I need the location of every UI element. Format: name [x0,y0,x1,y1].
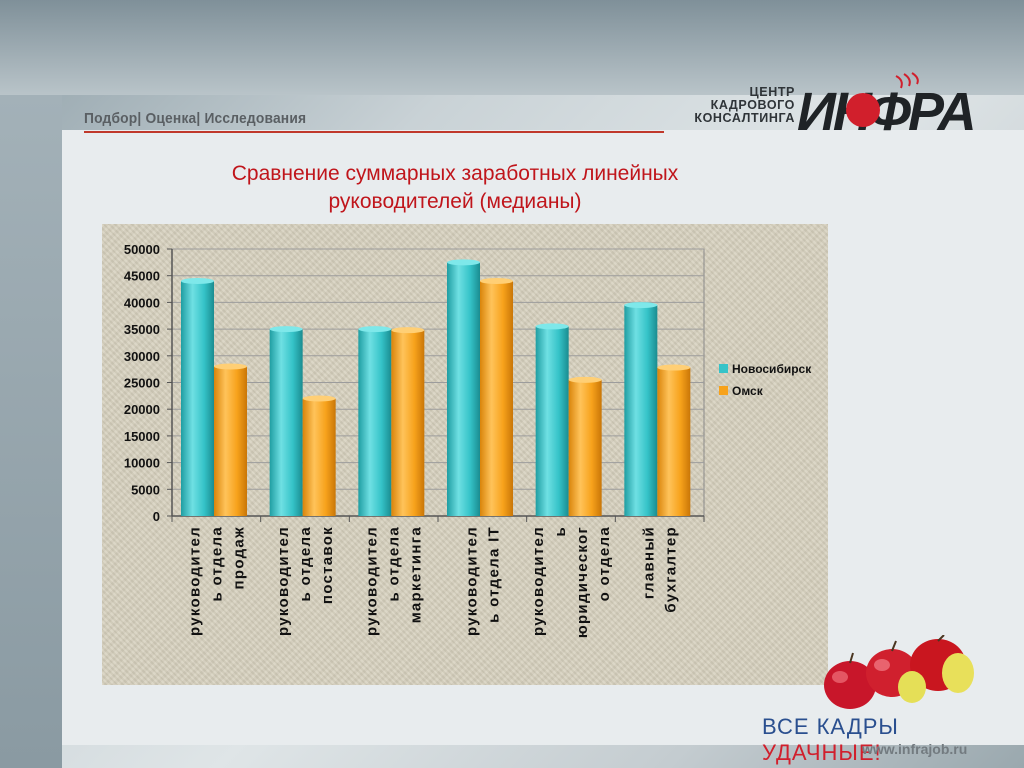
bar-top [624,302,658,309]
bar-series2 [657,367,691,516]
x-category-label: руководител [186,526,203,636]
left-band [0,95,62,768]
y-tick-label: 15000 [124,429,160,444]
bar-top [391,327,425,334]
slide-title: Сравнение суммарных заработных линейных … [150,160,760,216]
x-category-label: ь отдела [297,526,314,601]
bar-series1 [447,262,480,516]
company-logo: ЦЕНТР КАДРОВОГО КОНСАЛТИНГА ИНФРА [660,72,990,152]
y-tick-label: 5000 [131,482,160,497]
y-tick-label: 20000 [124,402,160,417]
logo-line1: ЦЕНТР [749,85,795,99]
x-category-label: руководител [275,526,292,636]
logo-line2: КАДРОВОГО [710,98,795,112]
bar-series1 [535,326,569,516]
x-category-label: поставок [319,526,336,604]
header-band [0,0,1024,95]
legend-label: Новосибирск [732,362,812,376]
logo-swoosh-icon [895,72,919,89]
legend-swatch [719,364,728,373]
slogan-part1: ВСЕ КАДРЫ [762,714,899,739]
logo-apple-icon [846,93,880,127]
bar-top [447,259,480,266]
footer-slogan: ВСЕ КАДРЫ УДАЧНЫЕ! [762,714,1024,766]
y-tick-label: 35000 [124,322,160,337]
logo-brand-text: ИНФРА [797,82,974,142]
bar-top [657,364,691,371]
slide-title-line1: Сравнение суммарных заработных линейных [231,162,679,185]
bar-top [480,278,513,285]
bar-series1 [181,281,214,516]
chart-area: 0 5000 10000 15000 20000 25000 30000 35000 40000… [102,224,828,685]
x-category-label: юридическог [574,526,591,638]
bar-top [535,323,569,330]
bar-series2 [391,330,425,516]
bar-series2 [480,281,513,516]
bar-top [181,278,214,285]
bar-series1 [358,329,392,516]
x-category-label: руководител [364,526,381,636]
bar-top [214,363,247,370]
bar-top [358,326,392,333]
slide-title-line2: руководителей (медианы) [328,190,582,213]
slogan-part2: УДАЧНЫЕ! [762,740,882,765]
x-category-label: бухгалтер [663,526,680,613]
bar-series1 [624,305,658,516]
x-category-label: главный [641,526,658,599]
apples-icon [824,635,974,709]
x-category-label: руководител [530,526,547,636]
x-category-label: о отдела [596,526,613,601]
x-category-label: продаж [230,526,247,590]
y-tick-label: 50000 [124,242,160,257]
bar-series2 [568,379,602,516]
x-category-label: ь отдела IT [485,526,502,623]
bar-top [302,395,336,402]
x-category-label: маркетинга [408,526,425,623]
y-tick-label: 25000 [124,376,160,391]
x-category-label: ь отдела [386,526,403,601]
bar-top [269,326,303,333]
legend-label: Омск [732,384,764,398]
bar-series1 [269,329,303,516]
y-tick-label: 40000 [124,295,160,310]
x-category-label: ь отдела [208,526,225,601]
logo-mark: ИНФРА [797,72,977,142]
y-tick-label: 45000 [124,269,160,284]
y-tick-label: 30000 [124,349,160,364]
bar-top [568,376,602,383]
legend-swatch [719,386,728,395]
x-category-label: ь [552,526,569,537]
x-category-label: руководител [463,526,480,636]
y-tick-label: 10000 [124,456,160,471]
bar-series2 [302,398,336,516]
website-url: www.infrajob.ru [862,741,968,757]
bar-series2 [214,366,247,516]
y-tick-label: 0 [153,509,160,524]
tagline: Подбор| Оценка| Исследования [84,110,307,127]
header-divider [84,131,664,133]
logo-line3: КОНСАЛТИНГА [694,111,795,125]
bar-chart: 0 5000 10000 15000 20000 25000 30000 35000 40000… [124,242,812,638]
